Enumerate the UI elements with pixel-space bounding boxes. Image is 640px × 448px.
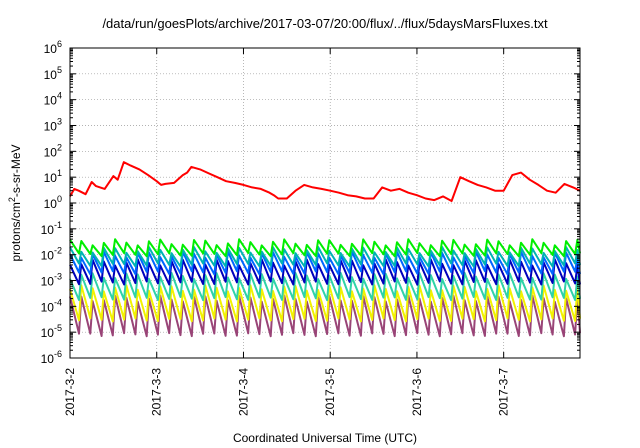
y-tick-label: 10-3: [41, 272, 62, 289]
y-axis-ticks: 10-6 10-5 10-4 10-3 10-2 10-1 100 101 102 103 104 1…: [41, 39, 580, 366]
x-tick-label: 2017-3-2: [63, 368, 77, 416]
y-tick-label: 10-6: [41, 349, 62, 366]
x-axis-label: Coordinated Universal Time (UTC): [233, 431, 417, 445]
y-axis-label: protons/cm2-s-sr-MeV: [7, 144, 23, 261]
chart-title: /data/run/goesPlots/archive/2017-03-07/2…: [102, 16, 548, 31]
x-tick-label: 2017-3-3: [150, 368, 164, 416]
x-axis-ticks: 2017-3-2 2017-3-3 2017-3-4 2017-3-5 2017-3-6…: [63, 48, 511, 416]
y-tick-label: 10-2: [41, 246, 62, 263]
y-tick-label: 106: [44, 39, 62, 56]
y-tick-label: 10-4: [41, 297, 62, 314]
x-tick-label: 2017-3-4: [236, 368, 250, 416]
series-line-5: [69, 271, 581, 302]
y-tick-label: 105: [44, 65, 62, 82]
y-tick-label: 102: [44, 142, 62, 159]
series-line-0: [69, 161, 581, 202]
x-tick-label: 2017-3-7: [497, 368, 511, 416]
grid: [70, 48, 580, 358]
series-line-2: [69, 246, 581, 268]
series-line-1: [69, 238, 581, 258]
y-tick-label: 104: [44, 91, 62, 108]
series-group: [69, 161, 581, 338]
y-tick-label: 103: [44, 117, 62, 134]
y-tick-label: 10-5: [41, 323, 62, 340]
y-tick-label: 101: [44, 168, 62, 185]
series-line-4: [69, 258, 581, 286]
y-tick-label: 100: [44, 194, 62, 211]
series-line-6: [69, 284, 581, 323]
x-tick-label: 2017-3-6: [410, 368, 424, 416]
series-line-3: [69, 250, 581, 276]
x-tick-label: 2017-3-5: [323, 368, 337, 416]
y-tick-label: 10-1: [41, 220, 62, 237]
